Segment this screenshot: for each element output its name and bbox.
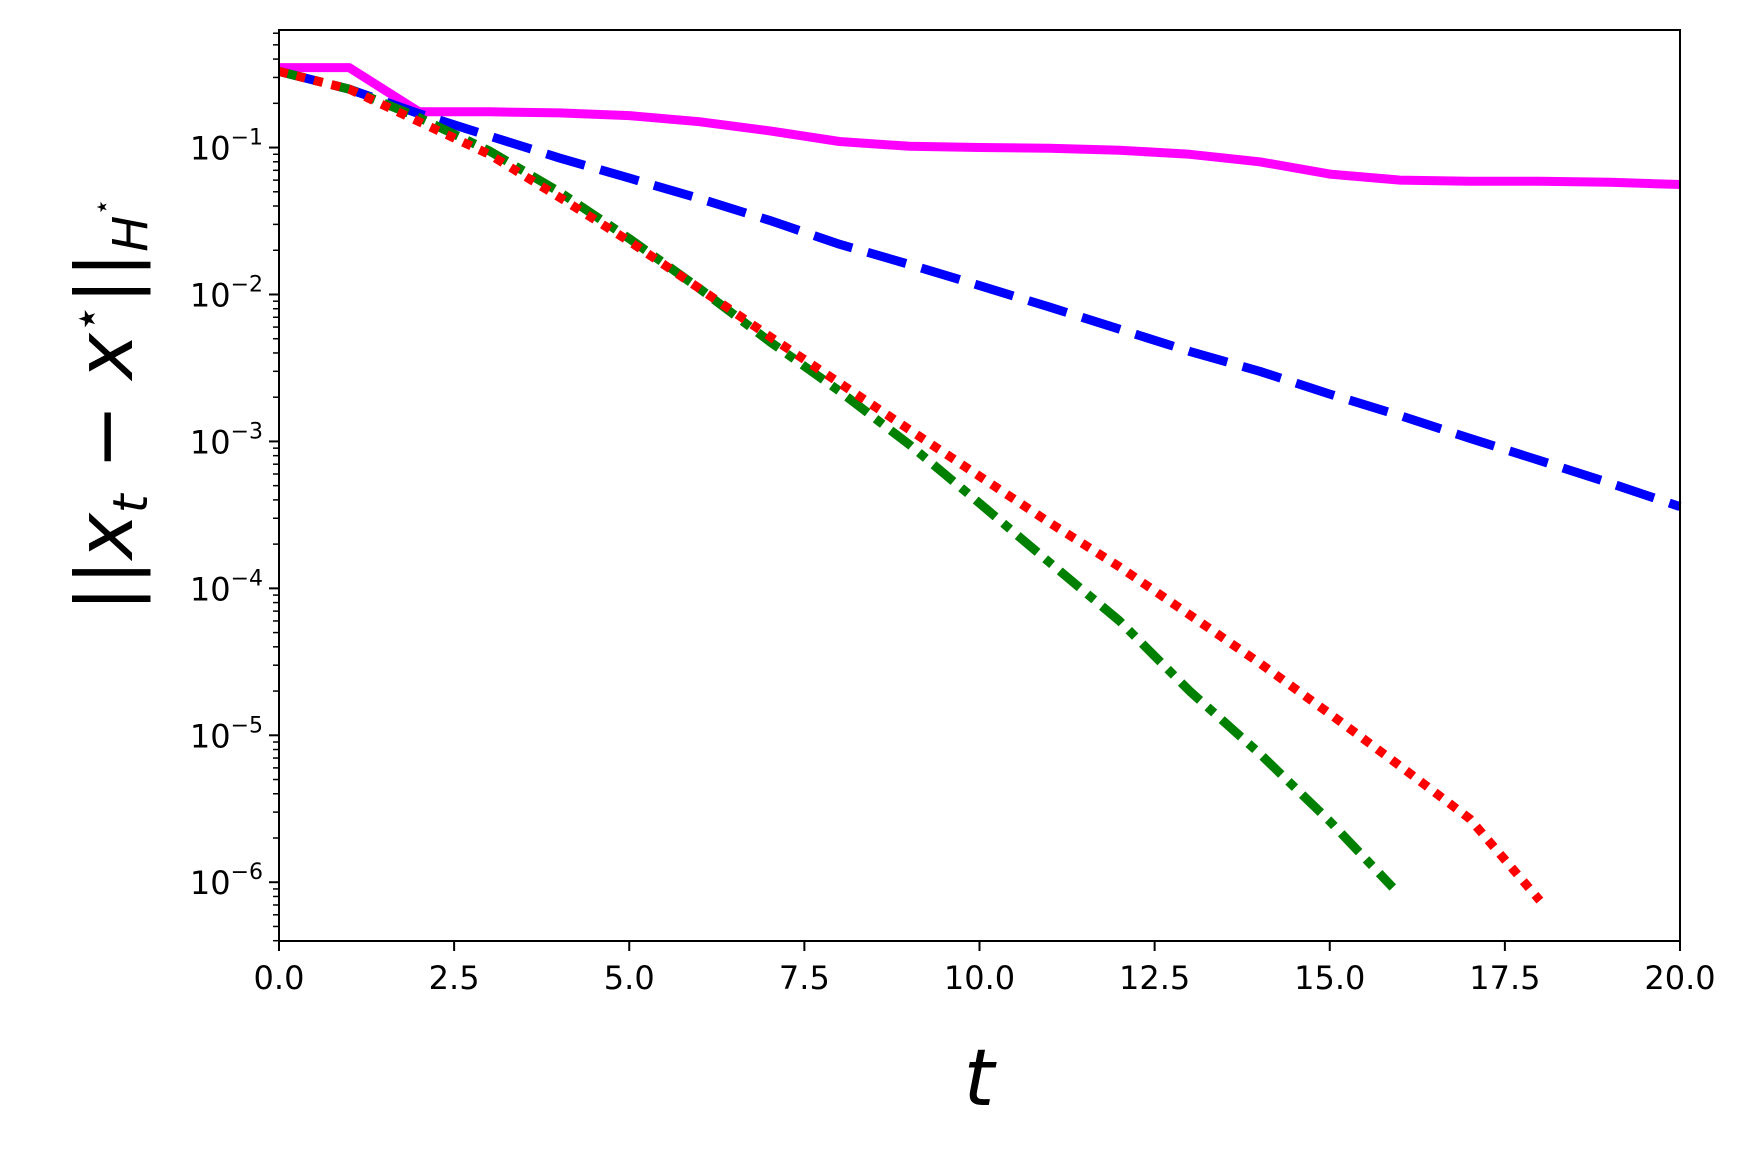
x-axis: 0.0 2.5 5.0 7.5 10.0 12.5 15.0 17.5 20.0 xyxy=(254,941,1716,997)
plot-frame xyxy=(278,29,1681,942)
y-tick-label: 10−6 xyxy=(190,860,263,902)
x-tick-label: 12.5 xyxy=(1119,959,1190,997)
x-tick-label: 17.5 xyxy=(1469,959,1540,997)
x-tick-label: 2.5 xyxy=(429,959,480,997)
y-tick-label: 10−5 xyxy=(190,713,263,755)
x-tick-label: 10.0 xyxy=(944,959,1015,997)
series-line xyxy=(277,67,1397,891)
y-axis: 10−1 10−2 10−3 10−4 10−5 10−6 xyxy=(190,32,279,942)
x-axis-label: t xyxy=(964,1034,997,1124)
y-tick-label: 10−2 xyxy=(190,272,263,314)
plot-lines xyxy=(277,63,1682,904)
svg-text:||xt − x⋆||H⋆: ||xt − x⋆||H⋆ xyxy=(59,198,159,612)
y-tick-label: 10−3 xyxy=(190,419,263,461)
series-line xyxy=(277,67,1682,511)
x-tick-label: 15.0 xyxy=(1294,959,1365,997)
y-tick-label: 10−1 xyxy=(190,126,263,168)
y-tick-label: 10−4 xyxy=(190,566,263,608)
series-line xyxy=(277,67,1544,904)
x-tick-label: 20.0 xyxy=(1644,959,1715,997)
x-tick-label: 0.0 xyxy=(254,959,305,997)
y-axis-label: ||xt − x⋆||H⋆ xyxy=(59,198,159,612)
x-tick-label: 5.0 xyxy=(604,959,655,997)
series-line xyxy=(279,63,1681,189)
x-tick-label: 7.5 xyxy=(779,959,830,997)
